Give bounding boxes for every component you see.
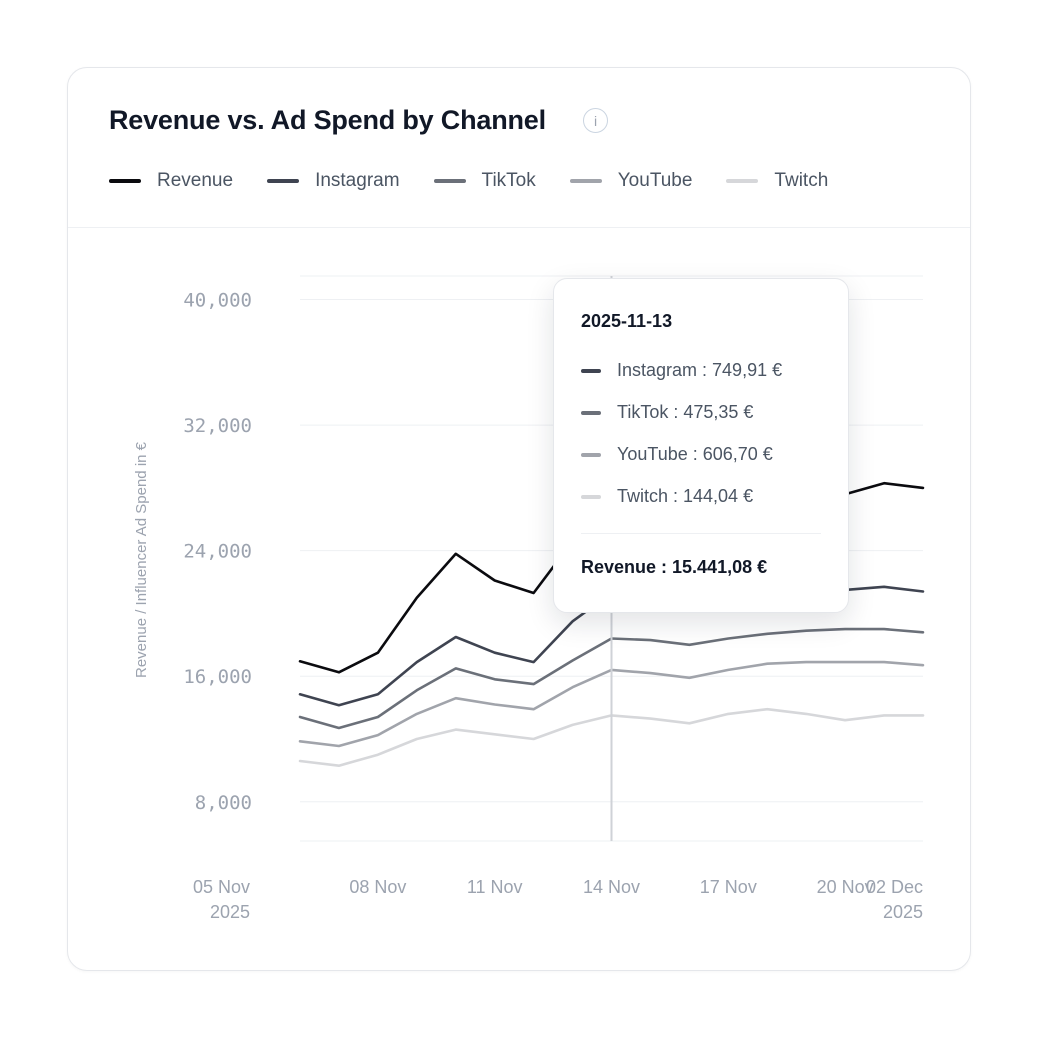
x-tick-label: 11 Nov (467, 877, 523, 897)
legend-item-tiktok[interactable]: TikTok (433, 170, 536, 192)
legend-label: YouTube (617, 170, 693, 191)
tooltip-row-label: Twitch : 144,04 € (617, 486, 754, 506)
x-tick-label-year: 2025 (210, 902, 250, 922)
tooltip-row-tiktok: TikTok : 475,35 € (581, 402, 753, 423)
tooltip-row-label: Instagram : 749,91 € (617, 360, 783, 380)
legend-swatch (726, 179, 759, 183)
x-tick-label-year: 2025 (883, 902, 923, 922)
legend-label: Twitch (774, 170, 829, 191)
tooltip-swatch (581, 410, 601, 415)
chart-title: Revenue vs. Ad Spend by Channel (109, 105, 546, 135)
legend-swatch (569, 179, 602, 183)
tooltip-date: 2025-11-13 (581, 311, 673, 331)
tooltip-row-twitch: Twitch : 144,04 € (581, 486, 753, 507)
x-tick-label: 02 Dec (866, 877, 923, 897)
tooltip-divider (581, 533, 821, 534)
legend-item-revenue[interactable]: Revenue (109, 170, 233, 192)
tooltip-total: Revenue : 15.441,08 € (581, 557, 768, 577)
tooltip-row-instagram: Instagram : 749,91 € (581, 360, 782, 381)
tooltip-swatch (581, 368, 601, 373)
y-tick-label: 16,000 (183, 666, 252, 688)
tooltip-row-youtube: YouTube : 606,70 € (581, 444, 773, 465)
y-tick-label: 40,000 (183, 290, 252, 312)
legend-label: Instagram (315, 170, 400, 191)
header-divider (68, 227, 970, 228)
y-tick-label: 8,000 (195, 792, 252, 814)
legend: Revenue Instagram TikTok YouTube Twitch (109, 167, 862, 195)
legend-swatch (433, 179, 466, 183)
x-tick-label: 20 Nov (817, 877, 874, 897)
x-tick-label: 08 Nov (349, 877, 406, 897)
x-tick-label: 14 Nov (583, 877, 640, 897)
y-tick-label: 32,000 (183, 415, 252, 437)
tooltip-row-label: TikTok : 475,35 € (617, 402, 754, 422)
x-tick-label: 05 Nov (193, 877, 250, 897)
legend-item-twitch[interactable]: Twitch (726, 170, 828, 192)
x-tick-label: 17 Nov (700, 877, 757, 897)
y-tick-label: 24,000 (183, 541, 252, 563)
info-icon[interactable]: i (583, 108, 608, 133)
tooltip-swatch (581, 494, 601, 499)
legend-swatch (109, 179, 141, 183)
tooltip-swatch (581, 452, 601, 457)
legend-label: Revenue (157, 170, 234, 191)
chart-tooltip: 2025-11-13 Instagram : 749,91 € TikTok :… (553, 278, 849, 613)
legend-item-youtube[interactable]: YouTube (569, 170, 693, 192)
legend-swatch (267, 179, 300, 183)
tooltip-row-label: YouTube : 606,70 € (617, 444, 773, 464)
legend-item-instagram[interactable]: Instagram (267, 170, 400, 192)
y-axis-title: Revenue / Influencer Ad Spend in € (133, 441, 150, 678)
legend-label: TikTok (481, 170, 536, 191)
